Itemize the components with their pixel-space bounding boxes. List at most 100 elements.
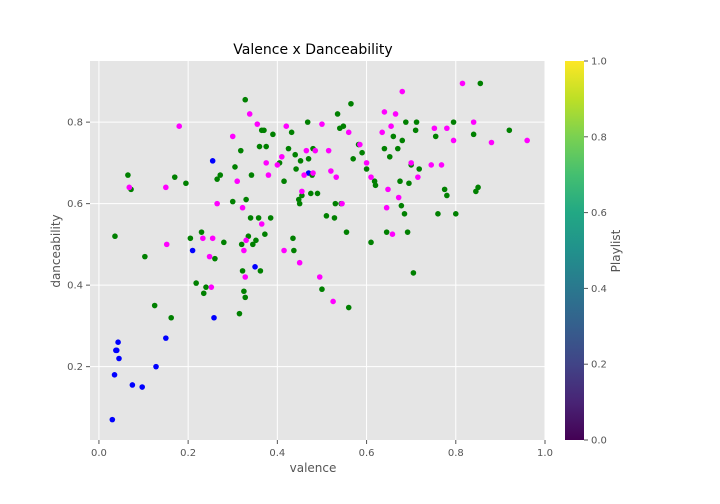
data-point bbox=[296, 200, 303, 207]
data-point bbox=[253, 237, 259, 244]
data-point bbox=[288, 129, 295, 136]
data-point bbox=[270, 131, 276, 138]
data-point bbox=[237, 147, 244, 154]
data-point bbox=[206, 253, 213, 260]
data-point bbox=[246, 111, 253, 117]
data-point bbox=[267, 215, 274, 221]
data-point bbox=[438, 162, 445, 168]
data-point bbox=[350, 156, 356, 162]
data-point bbox=[452, 211, 459, 217]
data-point bbox=[319, 121, 325, 127]
data-point bbox=[412, 127, 419, 134]
data-point bbox=[477, 80, 484, 87]
data-point bbox=[334, 111, 341, 117]
data-point bbox=[255, 215, 262, 221]
data-point bbox=[254, 121, 261, 127]
data-point bbox=[209, 235, 216, 242]
colorbar-ticks: 0.0 0.2 0.4 0.6 0.8 1.0 bbox=[584, 57, 607, 447]
data-point bbox=[397, 178, 403, 185]
data-point bbox=[395, 194, 402, 201]
data-point bbox=[281, 247, 287, 254]
x-tick-label: 0.0 bbox=[91, 448, 107, 459]
data-point bbox=[444, 192, 450, 199]
data-point bbox=[250, 241, 256, 248]
data-point bbox=[274, 162, 281, 168]
data-point bbox=[394, 145, 401, 152]
data-point bbox=[163, 335, 169, 341]
x-axis-label: valence bbox=[290, 461, 337, 475]
data-point bbox=[241, 288, 247, 295]
data-point bbox=[296, 259, 303, 266]
x-tick-label: 0.8 bbox=[448, 448, 464, 459]
data-point bbox=[214, 176, 220, 182]
data-point bbox=[125, 172, 131, 178]
data-point bbox=[332, 200, 339, 207]
data-point bbox=[243, 196, 249, 203]
y-tick-label: 0.8 bbox=[67, 118, 83, 129]
data-point bbox=[410, 270, 417, 276]
data-point bbox=[243, 237, 249, 244]
data-point bbox=[363, 160, 370, 166]
data-point bbox=[506, 127, 513, 134]
data-point bbox=[330, 298, 336, 305]
data-point bbox=[200, 290, 207, 297]
data-point bbox=[450, 137, 457, 144]
data-point bbox=[316, 274, 323, 280]
data-point bbox=[232, 164, 238, 170]
chart-title: Valence x Danceability bbox=[233, 42, 392, 58]
data-point bbox=[263, 143, 270, 150]
data-point bbox=[163, 241, 170, 248]
data-point bbox=[340, 123, 347, 130]
data-point bbox=[176, 123, 183, 130]
data-point bbox=[126, 184, 133, 191]
colorbar bbox=[565, 61, 584, 440]
data-point bbox=[242, 294, 249, 301]
data-point bbox=[524, 137, 530, 144]
data-point bbox=[293, 166, 299, 172]
data-point bbox=[363, 166, 370, 172]
data-point bbox=[239, 268, 246, 274]
data-point bbox=[473, 188, 479, 195]
data-point bbox=[217, 172, 224, 178]
data-points bbox=[109, 80, 530, 423]
data-point bbox=[450, 119, 457, 125]
x-tick-label: 0.4 bbox=[269, 448, 285, 459]
data-point bbox=[392, 111, 399, 117]
data-point bbox=[208, 284, 215, 290]
data-point bbox=[388, 123, 394, 130]
data-point bbox=[325, 147, 332, 154]
data-point bbox=[357, 141, 363, 148]
data-point bbox=[403, 119, 409, 125]
data-point bbox=[381, 145, 388, 152]
data-point bbox=[416, 166, 423, 172]
data-point bbox=[408, 160, 414, 166]
data-point bbox=[258, 221, 265, 227]
data-point bbox=[256, 143, 263, 150]
data-point bbox=[109, 416, 116, 423]
plot-area bbox=[90, 61, 545, 440]
data-point bbox=[189, 247, 196, 254]
data-point bbox=[242, 274, 249, 280]
data-point bbox=[200, 235, 206, 242]
data-point bbox=[305, 156, 312, 162]
data-point bbox=[385, 186, 391, 193]
colorbar-tick-label: 0.2 bbox=[591, 360, 607, 371]
data-point bbox=[211, 314, 217, 321]
data-point bbox=[229, 133, 236, 140]
grid-lines bbox=[90, 61, 546, 440]
x-tick-label: 0.6 bbox=[359, 448, 375, 459]
data-point bbox=[304, 119, 311, 125]
data-point bbox=[163, 184, 169, 191]
data-point bbox=[328, 168, 334, 174]
data-point bbox=[333, 174, 340, 180]
data-point bbox=[291, 247, 297, 254]
data-point bbox=[383, 204, 390, 211]
data-point bbox=[339, 200, 345, 207]
data-point bbox=[248, 172, 255, 178]
data-point bbox=[381, 109, 388, 115]
data-point bbox=[238, 241, 245, 248]
data-point bbox=[290, 235, 296, 242]
data-point bbox=[245, 233, 252, 240]
y-axis-label: danceability bbox=[49, 214, 63, 287]
x-axis-ticks: 0.0 0.2 0.4 0.6 0.8 1.0 bbox=[91, 440, 553, 459]
